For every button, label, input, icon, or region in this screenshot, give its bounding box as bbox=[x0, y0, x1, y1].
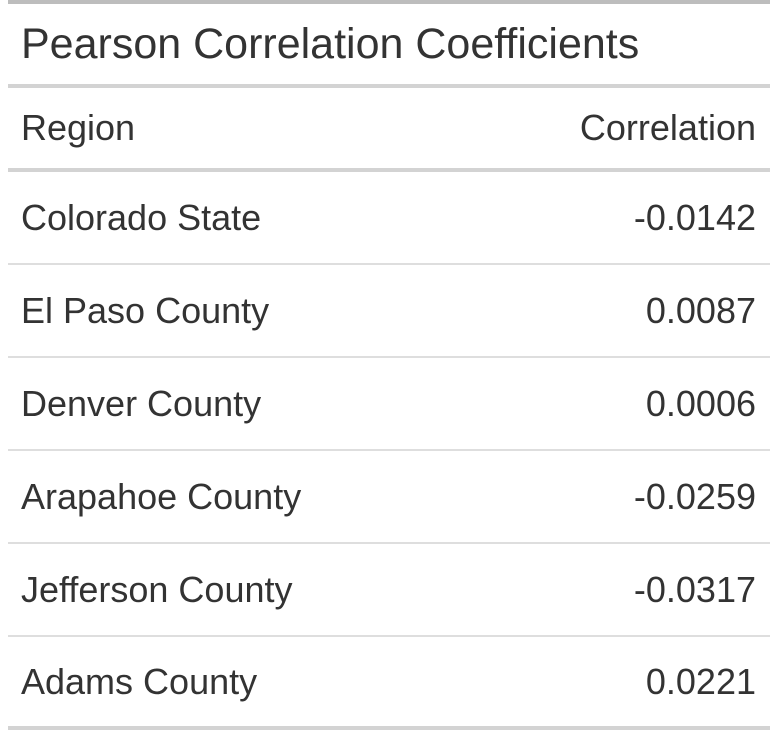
correlation-cell: 0.0087 bbox=[645, 289, 756, 331]
region-cell: Arapahoe County bbox=[21, 475, 302, 517]
region-cell: El Paso County bbox=[21, 289, 270, 331]
correlation-cell: -0.0317 bbox=[633, 568, 756, 610]
table-title: Pearson Correlation Coefficients bbox=[21, 19, 640, 68]
region-cell: Denver County bbox=[21, 382, 262, 424]
column-header-region: Region bbox=[21, 107, 136, 148]
table-row: Colorado State -0.0142 bbox=[8, 172, 770, 265]
region-cell: Jefferson County bbox=[21, 568, 293, 610]
correlation-table: Pearson Correlation Coefficients Region … bbox=[8, 0, 770, 734]
table-row: Jefferson County -0.0317 bbox=[8, 544, 770, 637]
table-header-row: Region Correlation bbox=[8, 88, 770, 172]
correlation-cell: 0.0221 bbox=[645, 660, 756, 702]
table-row: Denver County 0.0006 bbox=[8, 358, 770, 451]
table-row: Adams County 0.0221 bbox=[8, 637, 770, 730]
column-header-correlation: Correlation bbox=[579, 107, 756, 148]
correlation-cell: -0.0259 bbox=[633, 475, 756, 517]
table-row: El Paso County 0.0087 bbox=[8, 265, 770, 358]
region-cell: Colorado State bbox=[21, 196, 262, 238]
table-row: Arapahoe County -0.0259 bbox=[8, 451, 770, 544]
table-title-row: Pearson Correlation Coefficients bbox=[8, 4, 770, 88]
correlation-cell: 0.0006 bbox=[645, 382, 756, 424]
correlation-cell: -0.0142 bbox=[633, 196, 756, 238]
region-cell: Adams County bbox=[21, 660, 258, 702]
